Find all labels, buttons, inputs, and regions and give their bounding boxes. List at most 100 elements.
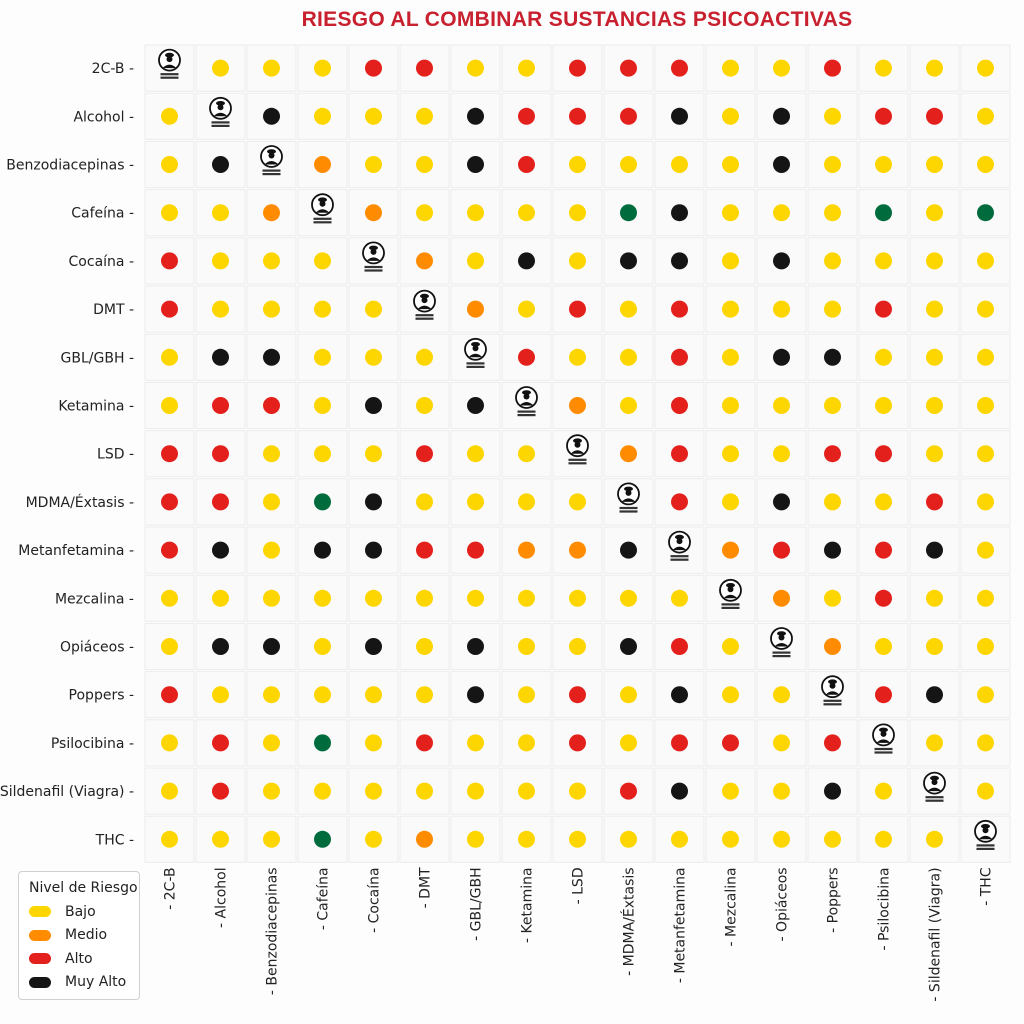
risk-dot-bajo	[977, 107, 994, 125]
risk-dot-alto	[569, 300, 586, 318]
x-tick-label: - Opiáceos	[775, 867, 791, 941]
risk-dot-bajo	[977, 348, 994, 366]
legend-title: Nivel de Riesgo	[29, 880, 138, 896]
risk-dot-alto	[161, 300, 178, 318]
x-tick-label: - Alcohol	[214, 867, 230, 928]
risk-dot-bajo	[518, 734, 535, 752]
logo-head	[319, 200, 326, 207]
risk-dot-bajo	[824, 589, 841, 607]
x-tick-label: - Ketamina	[520, 867, 536, 943]
risk-dot-medio	[467, 300, 484, 318]
logo-caption-mark	[772, 651, 791, 654]
logo-caption-mark	[160, 73, 179, 76]
risk-dot-muy-alto	[671, 686, 688, 704]
grid-cell	[195, 237, 246, 285]
logo-caption-mark	[466, 362, 485, 365]
risk-dot-alto	[875, 686, 892, 704]
logo-hat	[267, 149, 276, 154]
risk-dot-verde-sin-leyenda-	[314, 734, 331, 752]
risk-dot-verde-sin-leyenda-	[620, 204, 637, 222]
grid-cell	[756, 92, 807, 140]
logo-hat	[675, 534, 684, 540]
risk-dot-medio	[569, 541, 586, 559]
risk-dot-muy-alto	[620, 252, 637, 270]
grid-cell	[603, 719, 654, 767]
self-logo-icon	[311, 193, 334, 224]
logo-hat	[930, 775, 939, 781]
risk-dot-bajo	[977, 397, 994, 414]
logo-head	[982, 827, 989, 834]
grid-cell	[552, 44, 603, 92]
risk-dot-bajo	[620, 156, 637, 173]
self-logo-icon	[158, 48, 181, 79]
risk-dot-bajo	[161, 782, 178, 800]
risk-dot-alto	[212, 445, 229, 463]
risk-dot-muy-alto	[365, 493, 382, 511]
self-logo-icon	[464, 337, 487, 368]
logo-hat	[879, 727, 888, 733]
risk-dot-bajo	[671, 589, 688, 607]
risk-dot-bajo	[518, 300, 535, 318]
risk-dot-alto	[518, 348, 535, 366]
grid-cell	[909, 526, 960, 574]
logo-head	[931, 779, 938, 786]
logo-caption-mark	[211, 121, 230, 124]
grid-cell	[858, 237, 909, 285]
risk-dot-bajo	[314, 397, 331, 414]
risk-dot-muy-alto	[212, 541, 229, 559]
self-logo-icon	[515, 386, 538, 417]
risk-dot-bajo	[263, 589, 280, 607]
risk-dot-bajo	[365, 156, 382, 173]
y-tick-label: Ketamina -	[58, 399, 134, 415]
risk-dot-bajo	[722, 830, 739, 848]
risk-dot-bajo	[824, 493, 841, 511]
risk-dot-bajo	[569, 589, 586, 607]
logo-hat	[573, 438, 582, 443]
logo-hat	[216, 101, 225, 106]
risk-dot-bajo	[824, 156, 841, 173]
risk-dot-bajo	[518, 638, 535, 655]
risk-dot-bajo	[773, 59, 790, 77]
risk-dot-bajo	[977, 686, 994, 704]
risk-dot-bajo	[518, 204, 535, 222]
risk-dot-bajo	[467, 59, 484, 77]
logo-caption-mark	[721, 606, 740, 609]
risk-dot-alto	[824, 734, 841, 752]
risk-dot-bajo	[467, 493, 484, 511]
risk-dot-muy-alto	[518, 252, 535, 270]
x-tick-label: - THC	[979, 867, 995, 906]
risk-dot-bajo	[773, 686, 790, 704]
logo-caption-mark	[517, 414, 536, 417]
risk-dot-alto	[875, 589, 892, 607]
risk-dot-alto	[671, 493, 688, 511]
logo-caption-mark	[976, 844, 995, 847]
risk-dot-bajo	[773, 397, 790, 414]
self-logo-icon	[974, 819, 997, 850]
risk-dot-alto	[212, 734, 229, 752]
x-tick-label: - Cafeína	[316, 867, 332, 930]
risk-dot-medio	[314, 156, 331, 173]
risk-dot-bajo	[875, 493, 892, 511]
risk-dot-bajo	[212, 589, 229, 607]
risk-dot-alto	[161, 686, 178, 704]
risk-dot-alto	[212, 397, 229, 414]
grid-cell	[756, 671, 807, 719]
grid-cell	[450, 815, 501, 863]
self-logo-icon	[209, 96, 232, 127]
risk-dot-bajo	[518, 782, 535, 800]
risk-dot-bajo	[722, 445, 739, 463]
risk-dot-medio	[416, 830, 433, 848]
risk-dot-muy-alto	[671, 107, 688, 125]
risk-dot-bajo	[518, 445, 535, 463]
legend-item-alto: Alto	[29, 947, 139, 971]
risk-dot-bajo	[875, 782, 892, 800]
self-logo-icon	[821, 675, 844, 706]
grid-cell	[858, 92, 909, 140]
risk-dot-bajo	[722, 638, 739, 655]
risk-dot-verde-sin-leyenda-	[875, 204, 892, 222]
risk-dot-alto	[212, 782, 229, 800]
risk-dot-bajo	[518, 59, 535, 77]
risk-dot-bajo	[773, 734, 790, 752]
risk-dot-bajo	[365, 782, 382, 800]
risk-dot-muy-alto	[773, 493, 790, 511]
